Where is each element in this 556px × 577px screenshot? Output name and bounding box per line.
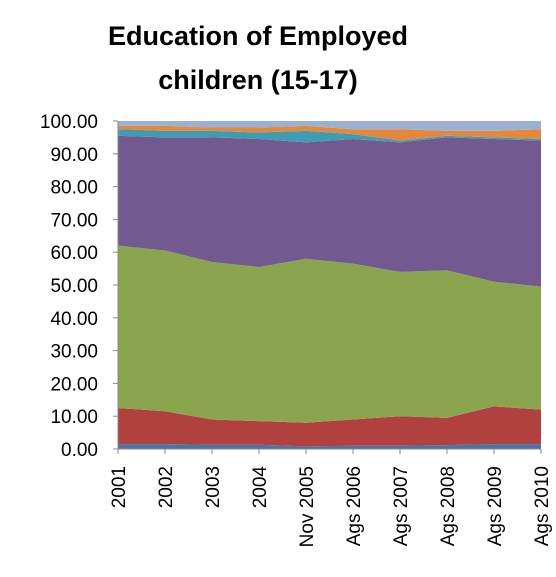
x-tick-label: 2002 (156, 466, 177, 508)
y-tick-label: 50.00 (50, 276, 98, 297)
x-tick-label: 2001 (109, 466, 130, 508)
x-tick-label: Ags 2010 (532, 466, 553, 546)
x-tick-label: Ags 2007 (391, 466, 412, 546)
y-tick-label: 100.00 (40, 112, 98, 133)
y-tick-label: 90.00 (50, 145, 98, 166)
x-tick-label: Ags 2006 (344, 466, 365, 546)
x-tick-label: Ags 2009 (485, 466, 506, 546)
y-tick-label: 80.00 (50, 178, 98, 199)
y-tick-label: 70.00 (50, 210, 98, 231)
area (118, 406, 541, 447)
y-tick-label: 20.00 (50, 374, 98, 395)
x-tick-label: 2004 (250, 466, 271, 509)
x-tick-label: Ags 2008 (438, 466, 459, 546)
area (118, 135, 541, 287)
x-tick-label: 2003 (203, 466, 224, 508)
y-tick-label: 30.00 (50, 342, 98, 363)
y-tick-label: 10.00 (50, 407, 98, 428)
area (118, 129, 541, 143)
y-tick-label: 0.00 (61, 440, 98, 461)
area (118, 121, 541, 131)
y-tick-label: 40.00 (50, 309, 98, 330)
area (118, 444, 541, 449)
chart-title: Education of Employed children (15-17) (107, 21, 409, 95)
y-tick-label: 60.00 (50, 243, 98, 264)
area (118, 245, 541, 423)
x-tick-label: Nov 2005 (297, 466, 318, 547)
area (118, 125, 541, 141)
